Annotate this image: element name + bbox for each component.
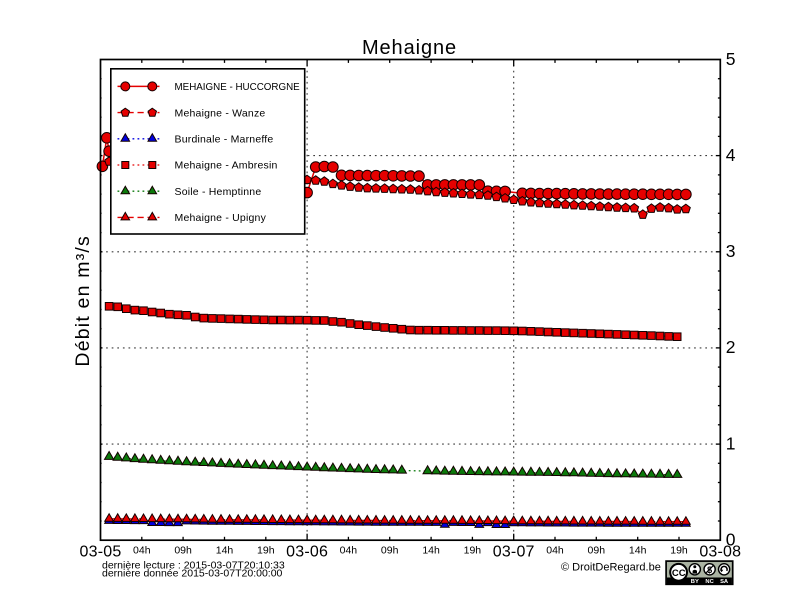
svg-text:Soile - Hemptinne: Soile - Hemptinne <box>175 186 262 198</box>
svg-text:3: 3 <box>726 241 736 261</box>
svg-text:04h: 04h <box>133 544 151 556</box>
svg-text:14h: 14h <box>216 544 234 556</box>
svg-text:MEHAIGNE - HUCCORGNE: MEHAIGNE - HUCCORGNE <box>175 82 301 93</box>
svg-text:Burdinale - Marneffe: Burdinale - Marneffe <box>175 134 274 146</box>
svg-text:09h: 09h <box>588 544 606 556</box>
svg-text:19h: 19h <box>670 544 688 556</box>
svg-text:Débit en m³/s: Débit en m³/s <box>72 235 94 367</box>
svg-text:0: 0 <box>726 530 736 550</box>
svg-text:14h: 14h <box>629 544 647 556</box>
svg-text:03-08: 03-08 <box>699 543 741 560</box>
svg-text:4: 4 <box>726 145 736 165</box>
svg-text:2: 2 <box>726 337 736 357</box>
svg-text:04h: 04h <box>546 544 564 556</box>
svg-text:19h: 19h <box>257 544 275 556</box>
svg-text:14h: 14h <box>422 544 440 556</box>
svg-text:dernière lecture : 2015-03-07T: dernière lecture : 2015-03-07T20:10:33 <box>102 560 285 572</box>
svg-text:Mehaigne - Ambresin: Mehaigne - Ambresin <box>175 160 278 172</box>
svg-text:Mehaigne: Mehaigne <box>362 37 457 59</box>
svg-text:04h: 04h <box>340 544 358 556</box>
svg-text:5: 5 <box>726 49 736 69</box>
svg-text:19h: 19h <box>464 544 482 556</box>
svg-text:CC: CC <box>672 568 686 579</box>
svg-text:03-06: 03-06 <box>286 543 328 560</box>
svg-text:Mehaigne - Wanze: Mehaigne - Wanze <box>175 107 266 119</box>
svg-text:Mehaigne - Upigny: Mehaigne - Upigny <box>175 212 267 224</box>
svg-text:09h: 09h <box>381 544 399 556</box>
svg-text:dernière donnée 2015-03-07T20: dernière donnée 2015-03-07T20:00:00 <box>102 568 283 580</box>
svg-text:1: 1 <box>726 433 736 453</box>
svg-text:BY: BY <box>691 579 699 585</box>
svg-text:SA: SA <box>720 579 729 585</box>
svg-text:© DroitDeRegard.be: © DroitDeRegard.be <box>561 561 661 573</box>
svg-text:03-07: 03-07 <box>493 543 535 560</box>
svg-text:NC: NC <box>705 579 714 585</box>
svg-text:03-05: 03-05 <box>80 543 122 560</box>
svg-text:09h: 09h <box>174 544 192 556</box>
